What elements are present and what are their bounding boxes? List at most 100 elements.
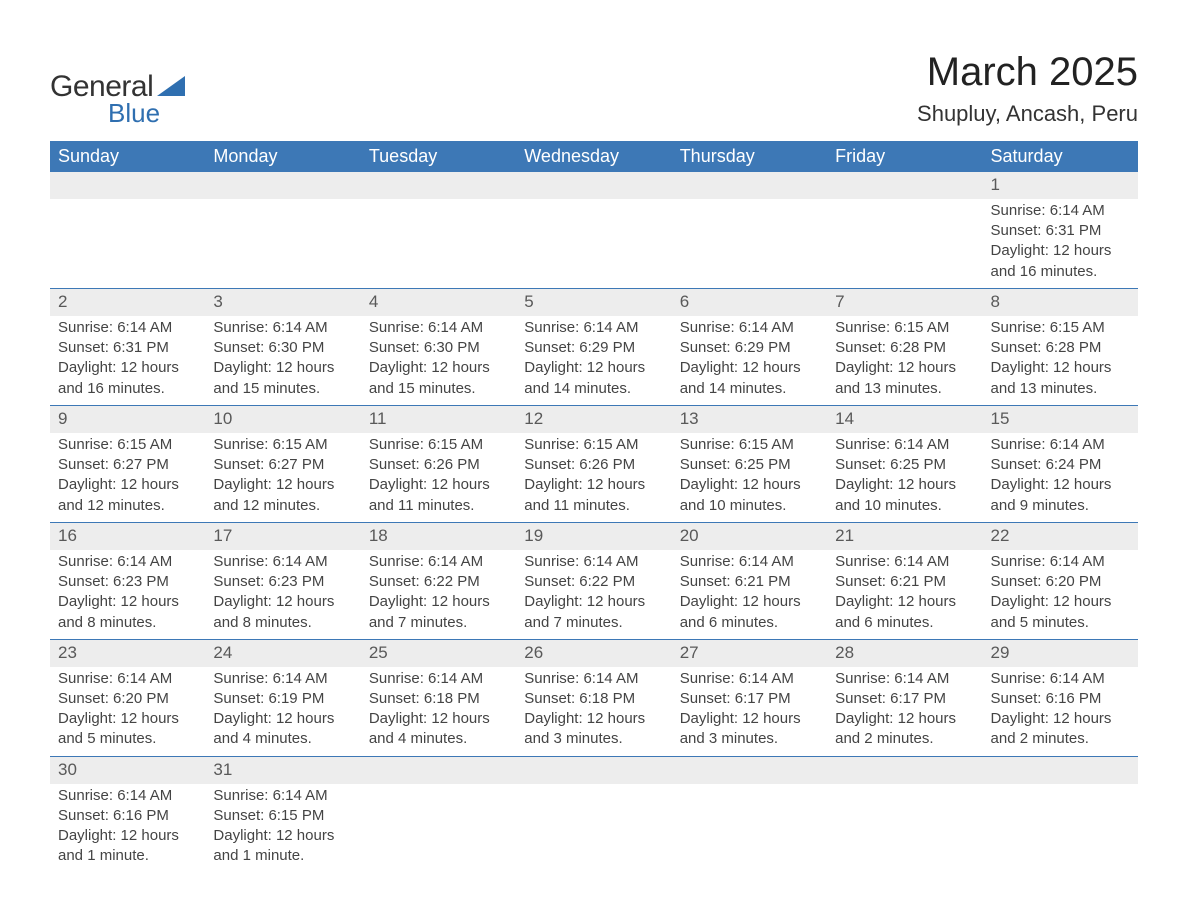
sunrise-text: Sunrise: 6:14 AM xyxy=(213,552,352,572)
sunrise-text: Sunrise: 6:14 AM xyxy=(835,669,974,689)
sunrise-text: Sunrise: 6:14 AM xyxy=(213,786,352,806)
day-cell: 26Sunrise: 6:14 AMSunset: 6:18 PMDayligh… xyxy=(516,639,671,756)
sunset-text: Sunset: 6:21 PM xyxy=(680,572,819,592)
sunrise-text: Sunrise: 6:14 AM xyxy=(835,435,974,455)
sunrise-text: Sunrise: 6:15 AM xyxy=(680,435,819,455)
day-data: Sunrise: 6:14 AMSunset: 6:23 PMDaylight:… xyxy=(50,550,205,639)
day-data: Sunrise: 6:14 AMSunset: 6:30 PMDaylight:… xyxy=(361,316,516,405)
sunset-text: Sunset: 6:29 PM xyxy=(680,338,819,358)
sunset-text: Sunset: 6:27 PM xyxy=(58,455,197,475)
day-cell: 15Sunrise: 6:14 AMSunset: 6:24 PMDayligh… xyxy=(983,405,1138,522)
sunset-text: Sunset: 6:23 PM xyxy=(58,572,197,592)
day-data: Sunrise: 6:14 AMSunset: 6:24 PMDaylight:… xyxy=(983,433,1138,522)
day-data: Sunrise: 6:15 AMSunset: 6:28 PMDaylight:… xyxy=(983,316,1138,405)
day-cell: 5Sunrise: 6:14 AMSunset: 6:29 PMDaylight… xyxy=(516,288,671,405)
day-number: 20 xyxy=(672,523,827,550)
day-data: Sunrise: 6:15 AMSunset: 6:26 PMDaylight:… xyxy=(516,433,671,522)
daylight-text: Daylight: 12 hours and 3 minutes. xyxy=(524,709,663,750)
weekday-header: Thursday xyxy=(672,141,827,172)
day-data: Sunrise: 6:14 AMSunset: 6:17 PMDaylight:… xyxy=(827,667,982,756)
day-number: 31 xyxy=(205,757,360,784)
logo: General Blue xyxy=(50,50,185,129)
daylight-text: Daylight: 12 hours and 6 minutes. xyxy=(835,592,974,633)
daylight-text: Daylight: 12 hours and 7 minutes. xyxy=(524,592,663,633)
day-number: 1 xyxy=(983,172,1138,199)
sunrise-text: Sunrise: 6:14 AM xyxy=(369,318,508,338)
sunrise-text: Sunrise: 6:14 AM xyxy=(524,318,663,338)
day-data: Sunrise: 6:15 AMSunset: 6:25 PMDaylight:… xyxy=(672,433,827,522)
day-data: Sunrise: 6:15 AMSunset: 6:28 PMDaylight:… xyxy=(827,316,982,405)
day-cell xyxy=(205,172,360,288)
day-number: 25 xyxy=(361,640,516,667)
sunset-text: Sunset: 6:15 PM xyxy=(213,806,352,826)
day-data: Sunrise: 6:14 AMSunset: 6:22 PMDaylight:… xyxy=(361,550,516,639)
day-number: 6 xyxy=(672,289,827,316)
day-cell: 19Sunrise: 6:14 AMSunset: 6:22 PMDayligh… xyxy=(516,522,671,639)
sunrise-text: Sunrise: 6:15 AM xyxy=(991,318,1130,338)
sunrise-text: Sunrise: 6:15 AM xyxy=(524,435,663,455)
day-number: 17 xyxy=(205,523,360,550)
sunset-text: Sunset: 6:25 PM xyxy=(680,455,819,475)
day-cell: 1Sunrise: 6:14 AMSunset: 6:31 PMDaylight… xyxy=(983,172,1138,288)
sunset-text: Sunset: 6:28 PM xyxy=(991,338,1130,358)
sunset-text: Sunset: 6:30 PM xyxy=(213,338,352,358)
day-data: Sunrise: 6:14 AMSunset: 6:30 PMDaylight:… xyxy=(205,316,360,405)
day-number: 23 xyxy=(50,640,205,667)
day-number: 5 xyxy=(516,289,671,316)
daylight-text: Daylight: 12 hours and 3 minutes. xyxy=(680,709,819,750)
day-cell xyxy=(827,172,982,288)
sunrise-text: Sunrise: 6:14 AM xyxy=(58,786,197,806)
sunset-text: Sunset: 6:26 PM xyxy=(369,455,508,475)
daylight-text: Daylight: 12 hours and 6 minutes. xyxy=(680,592,819,633)
sunset-text: Sunset: 6:22 PM xyxy=(524,572,663,592)
sunrise-text: Sunrise: 6:14 AM xyxy=(58,552,197,572)
sunrise-text: Sunrise: 6:14 AM xyxy=(680,669,819,689)
day-number-empty xyxy=(205,172,360,199)
sunrise-text: Sunrise: 6:14 AM xyxy=(369,669,508,689)
day-cell: 21Sunrise: 6:14 AMSunset: 6:21 PMDayligh… xyxy=(827,522,982,639)
day-number: 21 xyxy=(827,523,982,550)
day-number: 19 xyxy=(516,523,671,550)
day-cell xyxy=(827,756,982,872)
sunrise-text: Sunrise: 6:15 AM xyxy=(58,435,197,455)
week-row: 16Sunrise: 6:14 AMSunset: 6:23 PMDayligh… xyxy=(50,522,1138,639)
day-data: Sunrise: 6:15 AMSunset: 6:27 PMDaylight:… xyxy=(50,433,205,522)
calendar-table: Sunday Monday Tuesday Wednesday Thursday… xyxy=(50,141,1138,873)
day-number: 30 xyxy=(50,757,205,784)
sunrise-text: Sunrise: 6:14 AM xyxy=(58,318,197,338)
daylight-text: Daylight: 12 hours and 1 minute. xyxy=(58,826,197,867)
day-cell: 3Sunrise: 6:14 AMSunset: 6:30 PMDaylight… xyxy=(205,288,360,405)
day-cell: 14Sunrise: 6:14 AMSunset: 6:25 PMDayligh… xyxy=(827,405,982,522)
daylight-text: Daylight: 12 hours and 7 minutes. xyxy=(369,592,508,633)
logo-triangle-icon xyxy=(157,76,185,101)
day-number-empty xyxy=(50,172,205,199)
sunset-text: Sunset: 6:17 PM xyxy=(680,689,819,709)
day-cell: 6Sunrise: 6:14 AMSunset: 6:29 PMDaylight… xyxy=(672,288,827,405)
sunset-text: Sunset: 6:19 PM xyxy=(213,689,352,709)
day-cell xyxy=(672,756,827,872)
day-cell: 9Sunrise: 6:15 AMSunset: 6:27 PMDaylight… xyxy=(50,405,205,522)
weekday-header: Friday xyxy=(827,141,982,172)
week-row: 2Sunrise: 6:14 AMSunset: 6:31 PMDaylight… xyxy=(50,288,1138,405)
day-cell: 2Sunrise: 6:14 AMSunset: 6:31 PMDaylight… xyxy=(50,288,205,405)
week-row: 23Sunrise: 6:14 AMSunset: 6:20 PMDayligh… xyxy=(50,639,1138,756)
daylight-text: Daylight: 12 hours and 8 minutes. xyxy=(58,592,197,633)
daylight-text: Daylight: 12 hours and 5 minutes. xyxy=(991,592,1130,633)
day-data: Sunrise: 6:14 AMSunset: 6:20 PMDaylight:… xyxy=(50,667,205,756)
day-data: Sunrise: 6:14 AMSunset: 6:23 PMDaylight:… xyxy=(205,550,360,639)
day-cell: 4Sunrise: 6:14 AMSunset: 6:30 PMDaylight… xyxy=(361,288,516,405)
day-number: 14 xyxy=(827,406,982,433)
day-data: Sunrise: 6:15 AMSunset: 6:27 PMDaylight:… xyxy=(205,433,360,522)
sunset-text: Sunset: 6:18 PM xyxy=(369,689,508,709)
week-row: 1Sunrise: 6:14 AMSunset: 6:31 PMDaylight… xyxy=(50,172,1138,288)
day-number-empty xyxy=(361,172,516,199)
day-number-empty xyxy=(983,757,1138,784)
day-number: 29 xyxy=(983,640,1138,667)
day-number: 24 xyxy=(205,640,360,667)
day-number-empty xyxy=(516,757,671,784)
day-data: Sunrise: 6:14 AMSunset: 6:21 PMDaylight:… xyxy=(827,550,982,639)
sunset-text: Sunset: 6:30 PM xyxy=(369,338,508,358)
day-data: Sunrise: 6:15 AMSunset: 6:26 PMDaylight:… xyxy=(361,433,516,522)
week-row: 9Sunrise: 6:15 AMSunset: 6:27 PMDaylight… xyxy=(50,405,1138,522)
day-cell xyxy=(50,172,205,288)
